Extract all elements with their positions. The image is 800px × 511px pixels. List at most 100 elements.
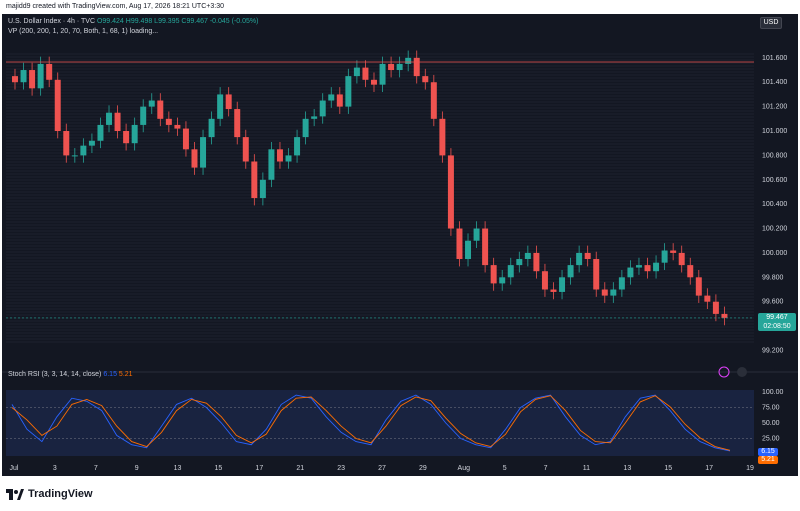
candle-body [379, 63, 386, 85]
candle-body [353, 67, 360, 77]
chart-canvas[interactable]: 101.600 101.400 101.200 101.000 100.800 100.6… [2, 14, 798, 476]
candle-body [635, 265, 642, 268]
lightning-icon[interactable] [718, 366, 730, 378]
time-tick-label: 11 [583, 465, 590, 472]
candle-body [567, 265, 574, 278]
settings-dot-icon[interactable] [737, 367, 747, 377]
rsi-tick-label: 25.00 [762, 436, 780, 443]
candle-body [140, 106, 147, 125]
candlestick-series [12, 50, 728, 326]
candle-body [396, 63, 403, 71]
candle-body [319, 100, 326, 117]
candle-body [541, 271, 548, 290]
candle-body [71, 155, 78, 157]
candle-body [302, 118, 309, 138]
rsi-k-value: 6.15 [103, 371, 117, 378]
candle-body [46, 63, 53, 80]
rsi-k-line [11, 394, 731, 452]
candle-body [550, 289, 557, 292]
candle-body [242, 137, 249, 162]
price-tick-label: 101.200 [762, 104, 787, 111]
symbol-legend[interactable]: U.S. Dollar Index · 4h · TVC O99.424 H99… [8, 18, 258, 25]
footer-brand[interactable]: TradingView [6, 488, 93, 500]
time-tick-label: 5 [503, 465, 507, 472]
candle-body [234, 109, 241, 138]
rsi-k-badge: 6.15 [758, 448, 778, 456]
time-tick-label: 27 [378, 465, 386, 472]
candle-body [559, 277, 566, 292]
time-tick-label: 17 [705, 465, 713, 472]
price-tick-label: 101.600 [762, 55, 787, 62]
candle-body [610, 289, 617, 296]
candle-body [593, 259, 600, 290]
candle-body [653, 262, 660, 272]
rsi-d-line [11, 395, 731, 451]
stoch-rsi-series [11, 394, 731, 452]
candle-body [88, 140, 95, 146]
price-tick-label: 100.200 [762, 226, 787, 233]
candle-body [465, 240, 472, 260]
candle-body [388, 63, 395, 71]
candle-body [123, 131, 130, 144]
tradingview-logo-icon [6, 488, 24, 500]
candle-body [712, 301, 719, 314]
candle-body [533, 252, 540, 272]
time-tick-label: Aug [458, 465, 471, 472]
candle-body [191, 149, 198, 168]
time-tick-label: 13 [174, 465, 182, 472]
candle-body [644, 265, 651, 272]
candle-body [328, 94, 335, 101]
candle-body [670, 250, 677, 253]
candle-body [695, 277, 702, 296]
rsi-legend[interactable]: Stoch RSI (3, 3, 14, 14, close) 6.15 5.2… [8, 371, 133, 378]
time-tick-label: 29 [419, 465, 427, 472]
candle-body [687, 265, 694, 278]
time-tick-label: 3 [53, 465, 57, 472]
time-tick-label: 15 [664, 465, 672, 472]
rsi-tick-label: 75.00 [762, 405, 780, 412]
candle-body [20, 70, 27, 83]
price-tick-label: 99.800 [762, 274, 784, 281]
vp-legend[interactable]: VP (200, 200, 1, 20, 70, Both, 1, 68, 1)… [8, 28, 159, 35]
candle-body [225, 94, 232, 110]
candle-body [251, 161, 258, 199]
rsi-d-badge: 5.21 [758, 456, 778, 464]
time-tick-label: 7 [94, 465, 98, 472]
time-tick-label: 17 [255, 465, 263, 472]
price-tick-label: 100.800 [762, 152, 787, 159]
candle-body [80, 145, 87, 156]
candle-body [148, 100, 155, 107]
rsi-tick-label: 100.00 [762, 389, 784, 396]
candle-body [114, 112, 121, 132]
time-tick-label: 9 [135, 465, 139, 472]
rsi-band [6, 390, 754, 456]
price-axis: 101.600 101.400 101.200 101.000 100.800 100.6… [762, 55, 787, 355]
symbol-name: U.S. Dollar Index · 4h · TVC [8, 18, 96, 25]
last-price-value: 99.467 [766, 314, 788, 321]
candle-body [618, 277, 625, 290]
candle-body [490, 265, 497, 284]
price-tick-label: 99.200 [762, 347, 784, 354]
candle-body [584, 252, 591, 260]
candle-body [422, 76, 429, 83]
candle-body [447, 155, 454, 229]
candle-body [29, 70, 36, 89]
candle-body [362, 67, 369, 80]
price-tick-label: 101.000 [762, 128, 787, 135]
candle-body [157, 100, 164, 119]
candle-body [217, 94, 224, 119]
candle-body [507, 265, 514, 278]
candle-body [482, 228, 489, 266]
rsi-axis: 100.00 75.00 50.00 25.00 [6, 389, 784, 443]
chart-frame: 101.600 101.400 101.200 101.000 100.800 100.6… [2, 14, 798, 476]
time-axis: Jul 3 7 9 13 15 17 21 23 27 29 Aug 5 7 11 13 15 17 19 [10, 465, 754, 472]
footer-brand-label: TradingView [28, 488, 93, 500]
candle-body [371, 79, 377, 85]
time-tick-label: 23 [337, 465, 345, 472]
candle-body [276, 149, 283, 162]
candle-body [37, 63, 44, 89]
chart-caption: majidd9 created with TradingView.com, Au… [6, 3, 224, 10]
candle-body [499, 277, 506, 284]
candle-body [294, 137, 301, 156]
currency-button[interactable]: USD [760, 17, 782, 29]
